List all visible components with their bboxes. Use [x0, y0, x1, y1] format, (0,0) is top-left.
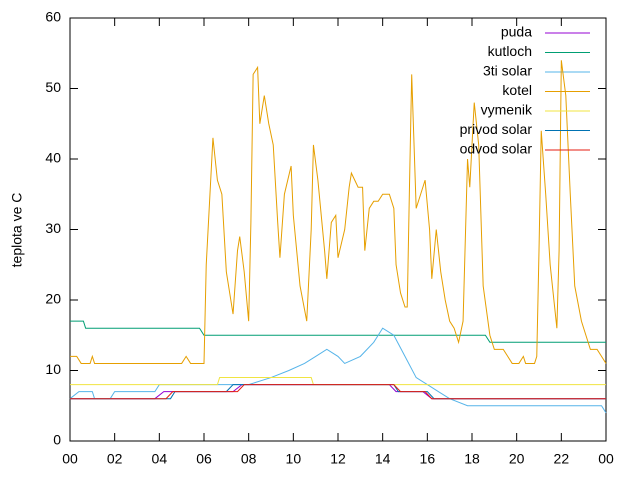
y-tick-label: 20	[45, 291, 61, 307]
x-tick-label: 06	[196, 451, 212, 467]
y-tick-label: 50	[45, 79, 61, 95]
x-tick-label: 00	[598, 451, 614, 467]
x-tick-label: 02	[107, 451, 123, 467]
x-tick-label: 14	[375, 451, 391, 467]
x-tick-label: 10	[286, 451, 302, 467]
x-tick-label: 22	[554, 451, 570, 467]
y-axis-label: teplota ve C	[9, 193, 25, 268]
x-tick-label: 04	[152, 451, 168, 467]
x-tick-label: 20	[509, 451, 525, 467]
series-line	[70, 320, 606, 343]
legend-label: 3ti solar	[483, 63, 532, 79]
y-tick-label: 40	[45, 150, 61, 166]
legend-label: kotel	[502, 82, 532, 98]
y-tick-label: 10	[45, 361, 61, 377]
y-tick-label: 60	[45, 9, 61, 25]
x-tick-label: 12	[330, 451, 346, 467]
legend-label: puda	[501, 24, 532, 40]
series-line	[70, 384, 606, 400]
legend-label: odvod solar	[460, 141, 533, 157]
series-line	[70, 377, 606, 386]
x-tick-label: 18	[464, 451, 480, 467]
plot-border	[69, 17, 607, 442]
x-tick-label: 16	[420, 451, 436, 467]
legend-label: privod solar	[460, 121, 533, 137]
y-tick-label: 0	[53, 432, 61, 448]
y-tick-label: 30	[45, 220, 61, 236]
series-line	[69, 327, 607, 414]
legend-label: kutloch	[488, 43, 532, 59]
x-tick-label: 08	[241, 451, 257, 467]
legend-label: vymenik	[481, 102, 533, 118]
x-tick-label: 00	[62, 451, 78, 467]
series-line	[70, 60, 607, 364]
